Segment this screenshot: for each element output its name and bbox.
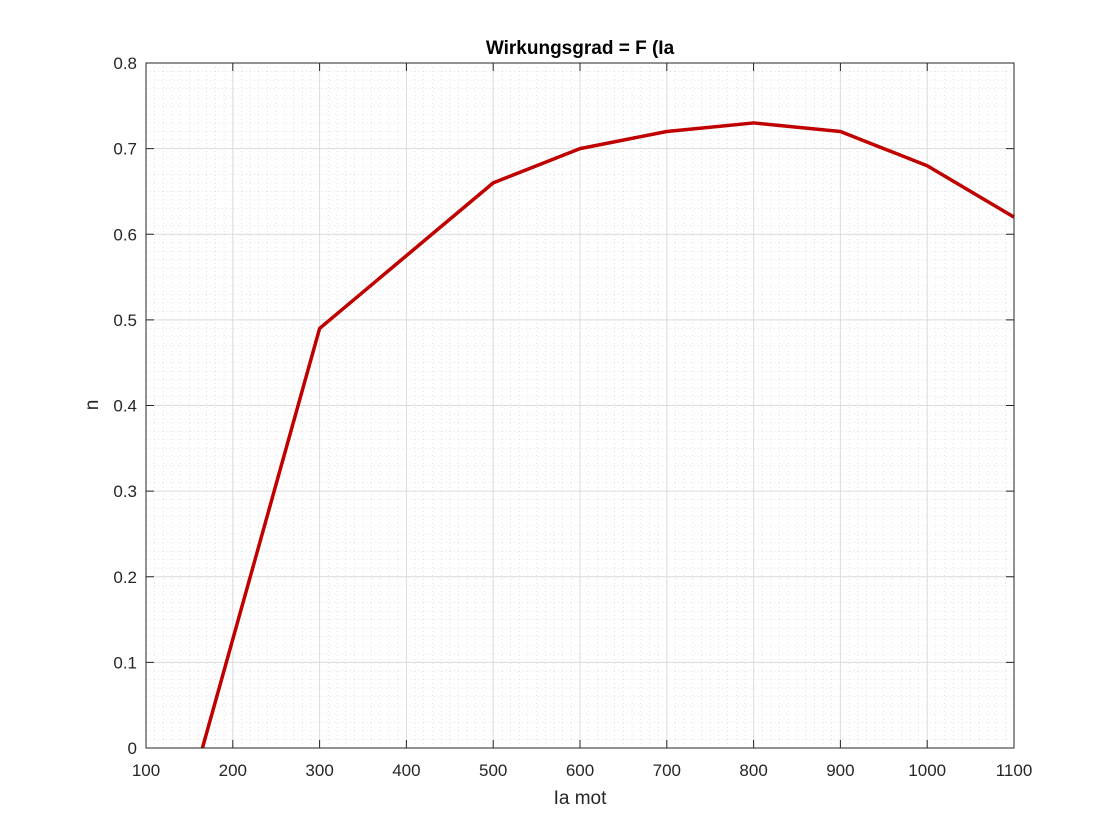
y-tick-label: 0.1 [113,653,137,672]
x-tick-label: 200 [219,761,247,780]
series-line-0 [200,121,1015,749]
x-tick-label: 1100 [996,761,1033,780]
y-tick-label: 0.5 [113,311,137,330]
x-tick-label: 500 [479,761,507,780]
y-tick-label: 0.6 [113,225,137,244]
y-tick-label: 0 [128,739,137,758]
x-axis-label: Ia mot [554,788,608,809]
series-layer [200,121,1015,749]
x-tick-label: 1000 [908,761,946,780]
x-tick-label: 900 [826,761,854,780]
x-axis-ticks: 100 200 300 400 500 600 700 800 900 1000 1100 [132,63,1032,780]
x-tick-label: 700 [653,761,681,780]
x-tick-label: 600 [566,761,594,780]
chart-title: Wirkungsgrad = F (Ia [486,38,675,59]
y-tick-label: 0.4 [113,397,137,416]
x-tick-label: 300 [305,761,333,780]
y-axis-label: n [82,400,103,411]
x-tick-label: 800 [739,761,767,780]
y-tick-label: 0.2 [113,568,137,587]
x-tick-label: 400 [392,761,420,780]
y-tick-label: 0.3 [113,482,137,501]
x-tick-label: 100 [132,761,160,780]
y-axis-ticks: 0 0.1 0.2 0.3 0.4 0.5 0.6 0.7 0.8 [113,54,1014,758]
y-tick-label: 0.7 [113,140,137,159]
y-tick-label: 0.8 [113,54,137,73]
